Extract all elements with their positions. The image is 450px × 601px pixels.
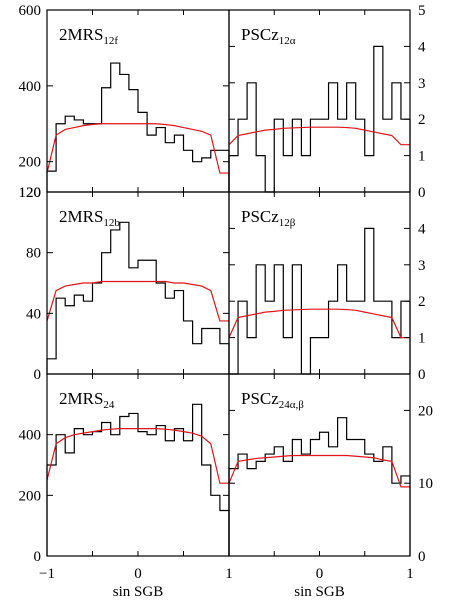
y-tick-label-r1c1-0: 1: [418, 331, 426, 347]
model-curve-r1c1: [228, 308, 410, 339]
x-tick-label-0-0: −1: [39, 566, 55, 582]
panel-r0c1: 1 2 3 4 5 0 PSCz12α: [228, 3, 426, 201]
y-tick-label-r1c0-0: 40: [26, 306, 41, 322]
y-tick-label-bottom-r1c0: 0: [34, 367, 42, 383]
y-tick-label-r0c1-4: 5: [418, 3, 426, 19]
y-tick-label-r1c1-3: 4: [418, 221, 426, 237]
y-tick-label-r1c1-1: 2: [418, 294, 426, 310]
y-tick-label-r1c0-2: 120: [19, 185, 42, 201]
panel-label-r2c1: PSCz24α,β: [241, 389, 304, 411]
y-tick-label-bottom-r1c1: 0: [418, 367, 426, 383]
x-tick-label-0-2: 1: [225, 566, 233, 582]
model-curve-r2c1: [228, 454, 410, 488]
panel-r1c1: 1 2 3 4 0 PSCz12β: [228, 191, 426, 383]
histogram-r2c0: [46, 403, 230, 556]
histogram-r1c1: [229, 227, 411, 375]
y-tick-label-r2c0-0: 0: [34, 549, 42, 565]
x-tick-label-1-2: 1: [406, 566, 414, 582]
y-tick-label-r2c1-0: 0: [418, 549, 426, 565]
y-tick-label-r1c1-2: 3: [418, 258, 426, 274]
histogram-r1c0: [46, 221, 230, 374]
y-tick-label-bottom-r0c0: 120: [19, 185, 42, 201]
panel-r0c0: 200 400 600 120 2MRS12f: [19, 3, 230, 201]
model-curve-r2c0: [46, 428, 229, 484]
y-tick-label-r0c0-0: 200: [19, 155, 42, 171]
y-tick-label-r0c0-1: 400: [19, 79, 42, 95]
panel-label-r0c0: 2MRS12f: [59, 25, 118, 47]
panel-r2c0: 0 200 400 2MRS24: [19, 373, 230, 565]
y-tick-label-r2c0-1: 200: [19, 488, 42, 504]
y-tick-label-r0c1-0: 1: [418, 149, 426, 165]
model-curve-r0c0: [46, 123, 229, 174]
panel-r2c1: 0 10 20 PSCz24α,β: [228, 373, 433, 565]
model-curve-r1c0: [46, 280, 229, 322]
y-tick-label-r2c1-2: 20: [418, 403, 433, 419]
y-tick-label-bottom-r0c1: 0: [418, 185, 426, 201]
y-tick-label-r1c0-1: 80: [26, 246, 41, 262]
y-tick-label-r0c1-2: 3: [418, 76, 426, 92]
y-tick-label-r2c1-1: 10: [418, 476, 433, 492]
panel-label-r1c1: PSCz12β: [241, 207, 296, 229]
y-tick-label-r2c0-2: 400: [19, 428, 42, 444]
panel-r1c0: 40 80 120 0 2MRS12b: [19, 185, 230, 383]
x-tick-label-1-1: 0: [316, 566, 324, 582]
x-axis-label-0: sin SGB: [113, 584, 163, 600]
panel-label-r2c0: 2MRS24: [59, 389, 115, 411]
y-tick-label-r0c1-3: 4: [418, 39, 426, 55]
histogram-r2c1: [228, 417, 411, 556]
x-axis-label-1: sin SGB: [294, 584, 344, 600]
panel-label-r1c0: 2MRS12b: [59, 207, 120, 229]
x-tick-label-0-1: 0: [134, 566, 142, 582]
panel-label-r0c1: PSCz12α: [241, 25, 296, 47]
histogram-r0c1: [228, 45, 411, 193]
histogram-r0c0: [46, 62, 230, 192]
y-tick-label-r0c1-1: 2: [418, 112, 426, 128]
model-curve-r0c1: [228, 126, 410, 146]
y-tick-label-r0c0-2: 600: [19, 3, 42, 19]
